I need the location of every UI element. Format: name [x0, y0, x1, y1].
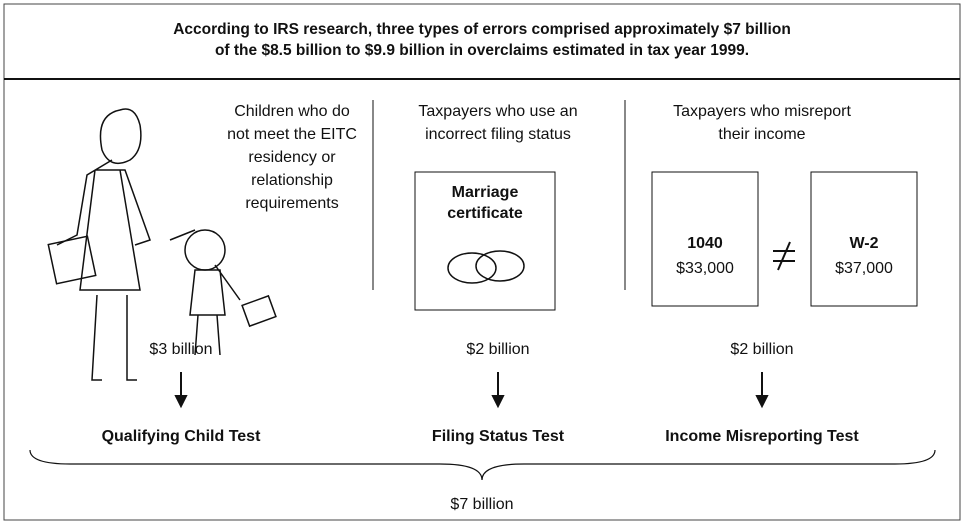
page: {"header": {"title": ["According to IRS … — [0, 0, 964, 525]
form-amount: $37,000 — [835, 260, 893, 277]
amount: $2 billion — [730, 341, 793, 358]
description: requirements — [245, 195, 338, 212]
form-name: 1040 — [687, 235, 723, 252]
document-title: Marriage — [452, 184, 519, 201]
description: Children who do — [234, 103, 350, 120]
title: of the $8.5 billion to $9.9 billion in o… — [215, 42, 749, 59]
document-title: certificate — [447, 205, 523, 222]
description: residency or — [248, 149, 336, 166]
description: incorrect filing status — [425, 126, 571, 143]
test-name: Qualifying Child Test — [102, 428, 261, 445]
description: Taxpayers who misreport — [673, 103, 851, 120]
diagram: According to IRS research, three types o… — [0, 0, 964, 525]
test-name: Income Misreporting Test — [665, 428, 859, 445]
amount: $3 billion — [149, 341, 212, 358]
description: not meet the EITC — [227, 126, 357, 143]
description: Taxpayers who use an — [418, 103, 577, 120]
description: their income — [718, 126, 805, 143]
total: $7 billion — [450, 496, 513, 513]
title: According to IRS research, three types o… — [173, 21, 791, 38]
form-amount: $33,000 — [676, 260, 734, 277]
test-name: Filing Status Test — [432, 428, 565, 445]
amount: $2 billion — [466, 341, 529, 358]
description: relationship — [251, 172, 333, 189]
form-name: W-2 — [849, 235, 878, 252]
